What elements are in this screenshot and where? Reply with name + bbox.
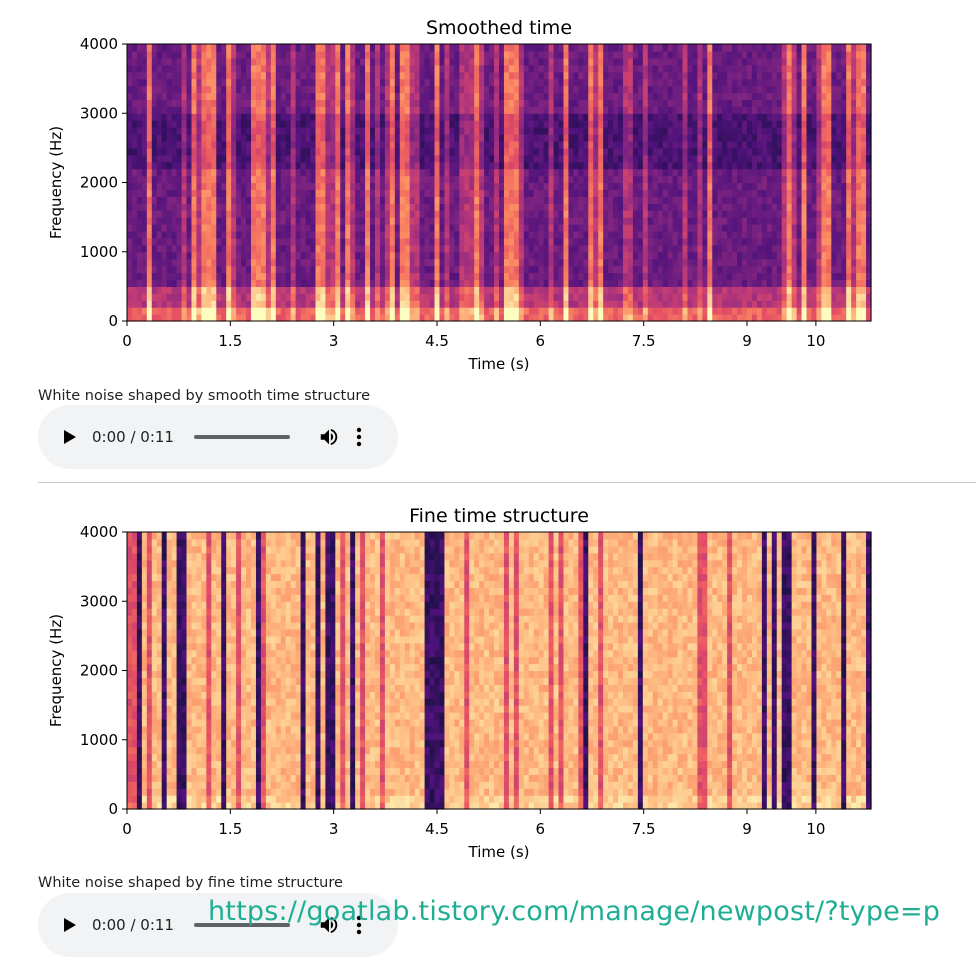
more-vert-icon[interactable] (356, 915, 362, 935)
y-axis-label: Frequency (Hz) (47, 614, 65, 727)
chart-title: Fine time structure (409, 505, 589, 527)
spectrogram-chart: Smoothed time 0 1000 2000 3000 4000 0 1.5 3 4.5 6 7… (47, 17, 872, 373)
audio-progress-slider[interactable] (193, 923, 290, 927)
volume-icon[interactable] (318, 426, 340, 448)
more-vert-icon[interactable] (356, 427, 362, 447)
x-axis-label: Time (s) (468, 355, 530, 373)
y-tick-label: 1000 (80, 243, 118, 261)
x-tick-label: 9 (742, 820, 752, 838)
x-tick-label: 3 (329, 820, 339, 838)
x-tick-label: 0 (122, 332, 132, 350)
x-tick-label: 1.5 (218, 820, 242, 838)
audio-player[interactable]: 0:00 / 0:11 (38, 893, 398, 957)
spectrogram-chart: Fine time structure 0 1000 2000 3000 4000 0 1.5… (47, 505, 872, 861)
x-tick-label: 3 (329, 332, 339, 350)
x-tick-label: 6 (536, 820, 546, 838)
x-tick-label: 7.5 (632, 332, 656, 350)
audio-time: 0:00 / 0:11 (92, 428, 174, 446)
x-tick-label: 10 (806, 820, 825, 838)
x-tick-label: 10 (806, 332, 825, 350)
y-tick-label: 3000 (80, 592, 118, 610)
x-tick-label: 1.5 (218, 332, 242, 350)
x-axis-label: Time (s) (468, 843, 530, 861)
y-tick-label: 2000 (80, 662, 118, 680)
audio-player[interactable]: 0:00 / 0:11 (38, 405, 398, 469)
y-tick-label: 0 (108, 312, 118, 330)
spectrogram-image (127, 44, 872, 322)
volume-icon[interactable] (318, 914, 340, 936)
x-tick-label: 4.5 (425, 820, 449, 838)
spectrogram-panel-fine: Fine time structure 0 1000 2000 3000 4000 0 1.5… (0, 488, 976, 861)
x-tick-label: 6 (536, 332, 546, 350)
y-tick-label: 0 (108, 800, 118, 818)
section-divider (38, 482, 976, 483)
audio-progress-slider[interactable] (193, 435, 290, 439)
spectrogram-image (127, 532, 872, 810)
y-tick-label: 1000 (80, 731, 118, 749)
chart-title: Smoothed time (426, 17, 572, 39)
y-tick-label: 2000 (80, 174, 118, 192)
audio-caption: White noise shaped by fine time structur… (38, 875, 343, 891)
y-tick-label: 3000 (80, 104, 118, 122)
spectrogram-panel-smoothed: Smoothed time 0 1000 2000 3000 4000 0 1.5 3 4.5 6 7… (0, 0, 976, 373)
y-axis-label: Frequency (Hz) (47, 126, 65, 239)
play-icon[interactable] (60, 427, 80, 447)
x-tick-label: 7.5 (632, 820, 656, 838)
play-icon[interactable] (60, 915, 80, 935)
watermark-url: https://goatlab.tistory.com/manage/newpo… (208, 896, 941, 927)
x-tick-label: 9 (742, 332, 752, 350)
x-tick-label: 0 (122, 820, 132, 838)
y-tick-label: 4000 (80, 523, 118, 541)
audio-caption: White noise shaped by smooth time struct… (38, 388, 370, 404)
audio-time: 0:00 / 0:11 (92, 916, 174, 934)
x-tick-label: 4.5 (425, 332, 449, 350)
y-tick-label: 4000 (80, 35, 118, 53)
